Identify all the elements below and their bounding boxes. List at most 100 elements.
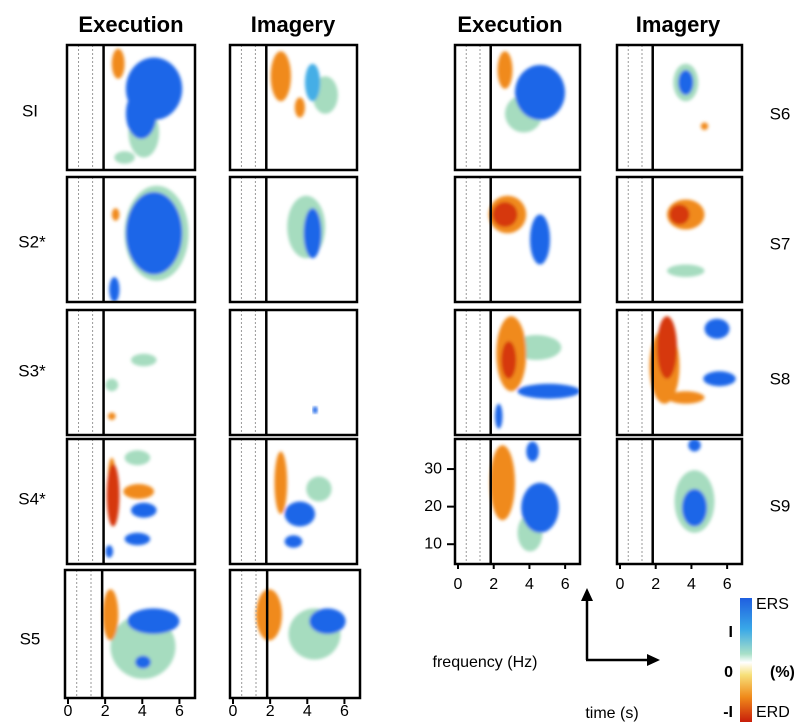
tf-blob	[670, 205, 690, 225]
tf-map	[650, 316, 736, 404]
tf-panel	[230, 439, 357, 564]
tf-blob	[295, 98, 305, 118]
tf-map	[103, 589, 180, 679]
tf-map	[271, 51, 338, 117]
tf-blob	[682, 489, 707, 527]
x-tick-label: 4	[525, 576, 534, 593]
subject-label: SI	[22, 101, 38, 120]
tf-blob	[490, 445, 515, 520]
colorbar	[740, 598, 752, 722]
subject-label: S5	[20, 629, 41, 648]
tf-blob	[306, 477, 331, 502]
tf-panel	[65, 570, 195, 698]
subject-label: S8	[770, 369, 791, 388]
tf-blob	[126, 192, 182, 275]
tf-panel	[455, 310, 580, 435]
tf-blob	[123, 484, 154, 499]
x-tick-label: 0	[616, 576, 625, 593]
tf-map	[675, 439, 715, 533]
tf-panel	[617, 45, 742, 170]
tf-blob	[313, 406, 318, 414]
colorbar-tick: -I	[723, 704, 733, 721]
tf-panel	[67, 439, 195, 564]
tf-blob	[285, 535, 303, 548]
tf-blob	[657, 316, 677, 379]
tf-blob	[274, 452, 287, 515]
x-tick-label: 6	[723, 576, 732, 593]
panel-frame	[617, 45, 742, 170]
tf-panel	[617, 310, 742, 435]
tf-blob	[125, 533, 151, 546]
tf-blob	[271, 51, 291, 101]
tf-blob	[498, 51, 513, 89]
tf-map	[105, 354, 156, 420]
tf-panel	[455, 439, 580, 564]
tf-blob	[501, 341, 516, 379]
tf-blob	[107, 464, 120, 527]
colorbar-tick: I	[729, 624, 733, 641]
subject-label: S9	[770, 496, 791, 515]
panel-frame	[455, 177, 580, 302]
tf-map	[489, 196, 550, 265]
tf-panel	[617, 439, 742, 564]
axis-label: time (s)	[585, 705, 638, 722]
subject-label: S7	[770, 234, 791, 253]
axis-label: frequency (Hz)	[433, 654, 538, 671]
x-tick-label: 2	[651, 576, 660, 593]
page: {"headers":["Execution","Imagery","Execu…	[0, 0, 808, 724]
column-header: Execution	[78, 12, 183, 37]
tf-map	[490, 442, 559, 552]
tf-blob	[493, 202, 518, 227]
panel-frame	[230, 45, 357, 170]
y-tick-label: 10	[424, 535, 442, 552]
arrow-head	[647, 654, 660, 666]
panel-frame	[230, 310, 357, 435]
tf-blob	[701, 123, 709, 131]
tf-blob	[495, 404, 503, 429]
tf-blob	[125, 450, 151, 465]
x-tick-label: 6	[561, 576, 570, 593]
x-tick-label: 2	[101, 703, 110, 720]
tf-blob	[256, 589, 282, 640]
tf-blob	[108, 413, 116, 421]
tf-blob	[703, 371, 736, 386]
tf-panel	[230, 45, 357, 170]
tf-blob	[135, 656, 151, 669]
tf-blob	[109, 277, 119, 302]
x-tick-label: 0	[64, 703, 73, 720]
tf-panel	[617, 177, 742, 302]
colorbar-label: ERD	[756, 704, 790, 721]
tf-blob	[127, 608, 179, 634]
x-tick-label: 0	[229, 703, 238, 720]
column-header: Imagery	[251, 12, 336, 37]
tf-blob	[678, 70, 693, 95]
x-tick-label: 6	[340, 703, 349, 720]
figure: Execution Imagery Execution Imagery SI S…	[0, 0, 808, 724]
tf-blob	[103, 589, 119, 640]
subject-label: S6	[770, 104, 791, 123]
tf-panel	[455, 45, 580, 170]
tf-blob	[530, 215, 550, 265]
y-tick-label: 30	[424, 460, 442, 477]
arrow-head	[581, 588, 593, 601]
tf-blob	[515, 65, 565, 120]
tf-blob	[131, 503, 157, 518]
tf-panel	[67, 45, 195, 170]
panel-frame	[455, 439, 580, 564]
tf-blob	[526, 442, 539, 462]
tf-map	[667, 200, 705, 278]
tf-panel	[230, 310, 357, 435]
x-tick-label: 2	[266, 703, 275, 720]
tf-blob	[705, 319, 730, 339]
y-tick-label: 20	[424, 498, 442, 515]
tf-blob	[105, 379, 118, 392]
tf-map	[673, 64, 708, 130]
tf-panel	[67, 177, 195, 302]
tf-blob	[114, 151, 134, 164]
column-header: Execution	[457, 12, 562, 37]
tf-blob	[688, 439, 701, 452]
tf-panel	[455, 177, 580, 302]
tf-blob	[131, 354, 157, 367]
tf-map	[495, 316, 580, 429]
tf-blob	[112, 49, 125, 79]
